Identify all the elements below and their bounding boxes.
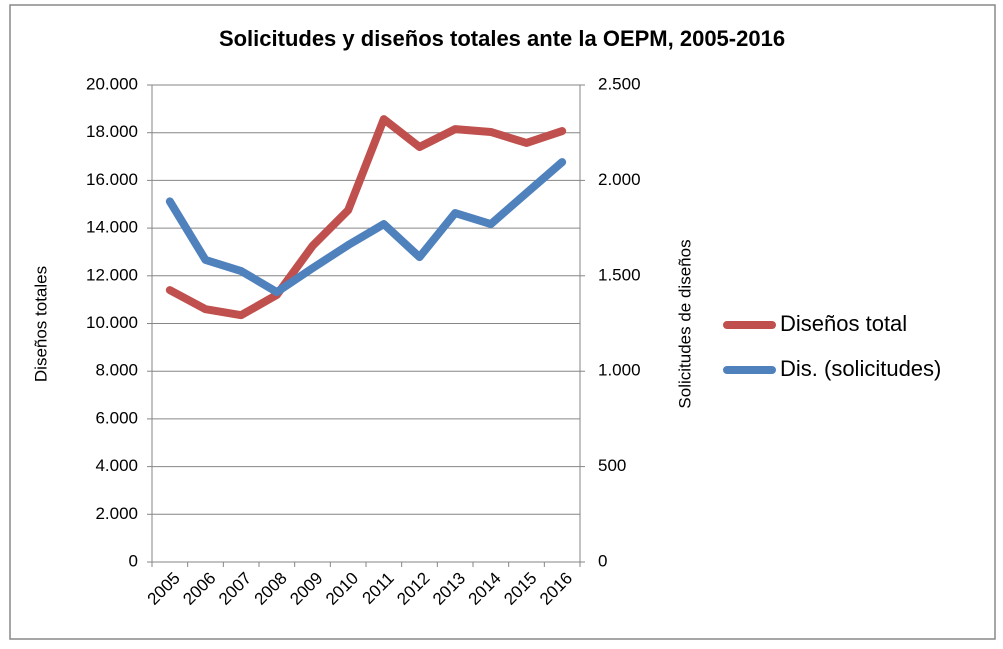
y-tick-label: 20.000	[86, 74, 138, 93]
y-tick-label: 12.000	[86, 265, 138, 284]
y-axis-title: Diseños totales	[31, 266, 50, 382]
y-tick-label: 0	[129, 551, 138, 570]
y2-tick-label: 500	[598, 456, 626, 475]
chart-border	[9, 4, 996, 640]
legend-label: Dis. (solicitudes)	[780, 356, 941, 381]
data-line	[165, 158, 567, 297]
y-tick-label: 16.000	[86, 170, 138, 189]
y2-tick-label: 2.000	[598, 170, 641, 189]
data-line	[165, 115, 567, 320]
y-tick-label: 10.000	[86, 313, 138, 332]
y-tick-label: 18.000	[86, 122, 138, 141]
chart-title: Solicitudes y diseños totales ante la OE…	[219, 26, 785, 51]
y-tick-label: 2.000	[95, 504, 138, 523]
legend-label: Diseños total	[780, 311, 907, 336]
y2-tick-label: 1.500	[598, 265, 641, 284]
y2-tick-label: 0	[598, 551, 607, 570]
y-tick-label: 14.000	[86, 218, 138, 237]
y2-axis-title: Solicitudes de diseños	[675, 239, 694, 408]
y2-tick-label: 1.000	[598, 361, 641, 380]
y-tick-label: 8.000	[95, 361, 138, 380]
y2-tick-label: 2.500	[598, 74, 641, 93]
y-tick-label: 6.000	[95, 408, 138, 427]
y-tick-label: 4.000	[95, 456, 138, 475]
